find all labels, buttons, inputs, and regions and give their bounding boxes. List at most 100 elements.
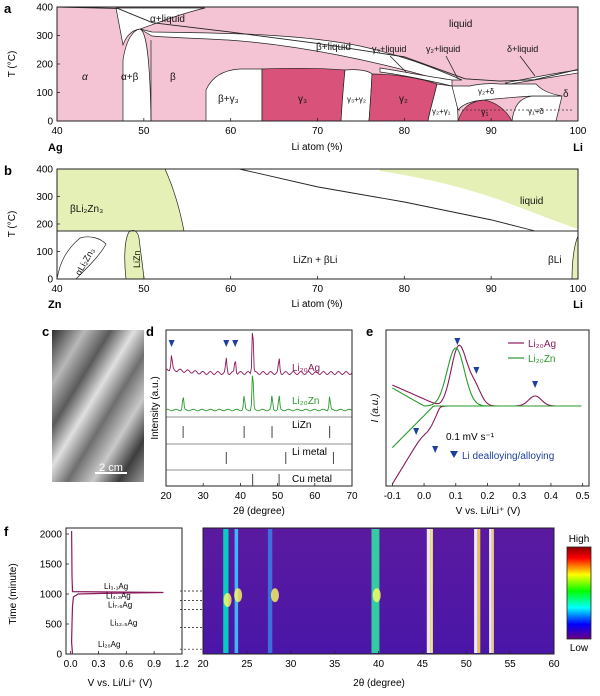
panel-e-frame — [385, 329, 590, 487]
label-gamma2-liquid: γ₂+liquid — [426, 44, 460, 54]
label-gamma1: γ₁ — [481, 107, 489, 117]
panel-e-xtick-label: 0.3 — [512, 491, 526, 502]
profile-ticks: 0.0 0.3 0.6 0.9 1.2 0 500 1000 1500 2000 — [40, 530, 190, 671]
panel-b-ytick-label: 300 — [36, 192, 53, 203]
panel-a-ytick-label: 0 — [47, 117, 53, 128]
panel-d-ylabel: Intensity (a.u.) — [150, 376, 161, 439]
panel-c: c 2 cm — [42, 324, 144, 482]
profile-ytick-label: 0 — [56, 650, 62, 661]
panel-d-xtick-label: 40 — [235, 491, 247, 502]
panel-e: e -0.1 0.0 0.1 0.2 0.3 0.4 0.5 Li₂₀Ag Li₂₀Zn 0… — [366, 324, 590, 517]
label-gamma2-delta: γ₂+δ — [478, 87, 495, 96]
panel-a-xtick-label: 60 — [225, 126, 237, 137]
panel-d-xtick-label: 30 — [198, 491, 210, 502]
heatmap-xtick-label: 60 — [548, 659, 560, 670]
label-alpha: α — [82, 72, 88, 83]
panel-d-references — [166, 416, 352, 486]
label-gamma2: γ₂ — [399, 94, 408, 105]
panel-a-ylabel: T (°C) — [7, 51, 18, 78]
profile-curve-group — [70, 530, 164, 655]
panel-a-ytick-label: 100 — [36, 88, 53, 99]
heatmap-hotspot — [234, 588, 243, 603]
panel-a-region-labels: α α+β β β+γ₃ γ₃ γ₃+γ₂ γ₂ γ₂+γ₁ γ₁ γ₁+δ δ… — [82, 14, 569, 117]
panel-d-ticks: 20 30 40 50 60 70 — [160, 483, 358, 502]
panel-a: a α α+β β β+γ₃ γ₃ γ₃+γ₂ γ₂ — [4, 1, 587, 154]
panel-a-xtick-label: 50 — [138, 126, 150, 137]
heatmap-xtick-label: 40 — [373, 659, 385, 670]
profile-xtick-label: 0.6 — [119, 659, 133, 670]
colorbar — [566, 546, 592, 640]
panel-a-xtick-label: 70 — [312, 126, 324, 137]
panel-a-phase-regions — [57, 7, 579, 122]
panel-b-xtick-label: 50 — [138, 284, 150, 295]
label-lizn-betali: LiZn + βLi — [293, 255, 337, 266]
label-gamma3: γ₃ — [298, 94, 307, 105]
heatmap-xtick-label: 45 — [417, 659, 429, 670]
panel-a-ytick-label: 400 — [36, 3, 53, 14]
panel-b-xtick-label: 60 — [225, 284, 237, 295]
panel-e-xtick-label: 0.5 — [576, 491, 590, 502]
legend-marker-triangle — [450, 451, 458, 458]
panel-a-ytick-label: 300 — [36, 31, 53, 42]
region-beta-gamma3 — [205, 68, 263, 122]
heatmap-stripe — [430, 529, 433, 653]
panel-b-left-element: Zn — [48, 299, 62, 311]
panel-d: d 20 30 40 50 60 70 Li₂₀Ag Li₂₀Zn LiZn Li met… — [146, 324, 358, 517]
panel-a-letter: a — [4, 1, 12, 16]
panel-a-xlabel: Li atom (%) — [291, 142, 342, 153]
heatmap-xtick-label: 50 — [461, 659, 473, 670]
region-li2zn3-beta — [56, 168, 185, 232]
legend-li20ag-e: Li₂₀Ag — [528, 339, 556, 350]
heatmap-ticks: 20 25 30 35 40 45 50 55 60 — [197, 651, 560, 670]
heatmap-hotspot — [223, 593, 232, 607]
panel-e-xtick-label: 0.2 — [481, 491, 495, 502]
panel-d-letter: d — [146, 324, 154, 339]
panel-b-right-element: Li — [573, 299, 583, 311]
heatmap-stripe — [426, 529, 431, 653]
heatmap-xtick-label: 35 — [329, 659, 341, 670]
panel-f: f 0.0 0.3 0.6 0.9 1.2 0 500 1000 1500 2000 Li₂₀Ag… — [4, 524, 592, 689]
profile-ytick-label: 1000 — [40, 590, 63, 601]
label-beta: β — [170, 72, 176, 83]
heatmap-xlabel: 2θ (degree) — [353, 678, 405, 689]
panel-b-axes: 40 50 60 70 80 90 100 0 100 200 300 400 Li atom (%)… — [7, 165, 587, 312]
label-gamma3-gamma2: γ₃+γ₂ — [347, 95, 366, 104]
foil-photo — [52, 330, 144, 482]
label-beta-li-b: βLi — [548, 255, 562, 266]
cv-marker-triangle — [532, 381, 539, 388]
panel-b: b βLi₂Zn₃ αLi₂Zn₃ LiZn LiZn + βLi βLi li… — [4, 163, 587, 311]
panel-d-xlabel: 2θ (degree) — [233, 506, 285, 517]
profile-xtick-label: 1.2 — [175, 659, 189, 670]
label-beta-liquid: β+liquid — [316, 42, 351, 53]
region-li2zn3-alpha — [56, 236, 107, 280]
label-beta-gamma3: β+γ₃ — [218, 94, 239, 105]
heatmap-stripe — [223, 529, 229, 653]
label-lizn-b: LiZn — [132, 250, 142, 268]
cv-marker-triangle — [432, 446, 439, 453]
profile-ytick-label: 500 — [45, 620, 62, 631]
panel-b-letter: b — [4, 163, 12, 178]
panel-a-xtick-label: 100 — [570, 126, 587, 137]
label-gamma2-gamma1: γ₂+γ₁ — [432, 107, 451, 116]
panel-e-ticks: -0.1 0.0 0.1 0.2 0.3 0.4 0.5 — [384, 483, 590, 502]
panel-e-ylabel: I (a.u.) — [370, 394, 381, 423]
panel-d-xtick-label: 50 — [272, 491, 284, 502]
panel-a-xtick-label: 80 — [399, 126, 411, 137]
liquidus-curve-a — [56, 6, 579, 82]
legend-li20ag-d: Li₂₀Ag — [292, 363, 320, 374]
liquidus-curve-b — [239, 168, 535, 232]
panel-b-ytick-label: 200 — [36, 220, 53, 231]
heatmap-stripe — [267, 529, 273, 653]
panel-e-xlabel: V vs. Li/Li⁺ (V) — [456, 506, 521, 517]
heatmap-stripe — [477, 529, 481, 653]
panel-b-xtick-label: 90 — [486, 284, 498, 295]
panel-a-left-element: Ag — [48, 142, 63, 154]
panel-b-xtick-label: 100 — [570, 284, 587, 295]
panel-e-curves — [391, 338, 582, 485]
cv-marker-triangle — [454, 338, 461, 345]
cv-marker-triangle — [473, 367, 480, 374]
label-liquid-a: liquid — [449, 19, 472, 30]
panel-e-xtick-label: -0.1 — [384, 491, 402, 502]
phase-label: Li₄.₃Ag — [106, 592, 131, 601]
